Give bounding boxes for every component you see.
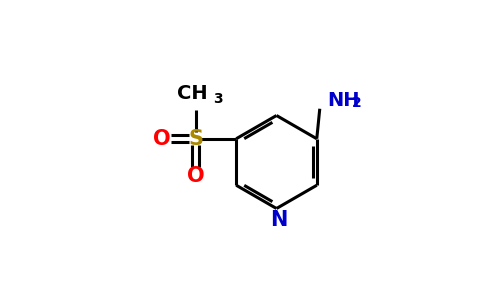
Text: 3: 3 [213,92,223,106]
Text: 2: 2 [352,96,362,110]
Text: N: N [270,210,287,230]
Text: CH: CH [178,84,208,103]
Text: O: O [187,166,205,186]
Text: O: O [153,129,171,149]
Text: NH: NH [327,91,360,110]
Text: S: S [188,129,203,149]
